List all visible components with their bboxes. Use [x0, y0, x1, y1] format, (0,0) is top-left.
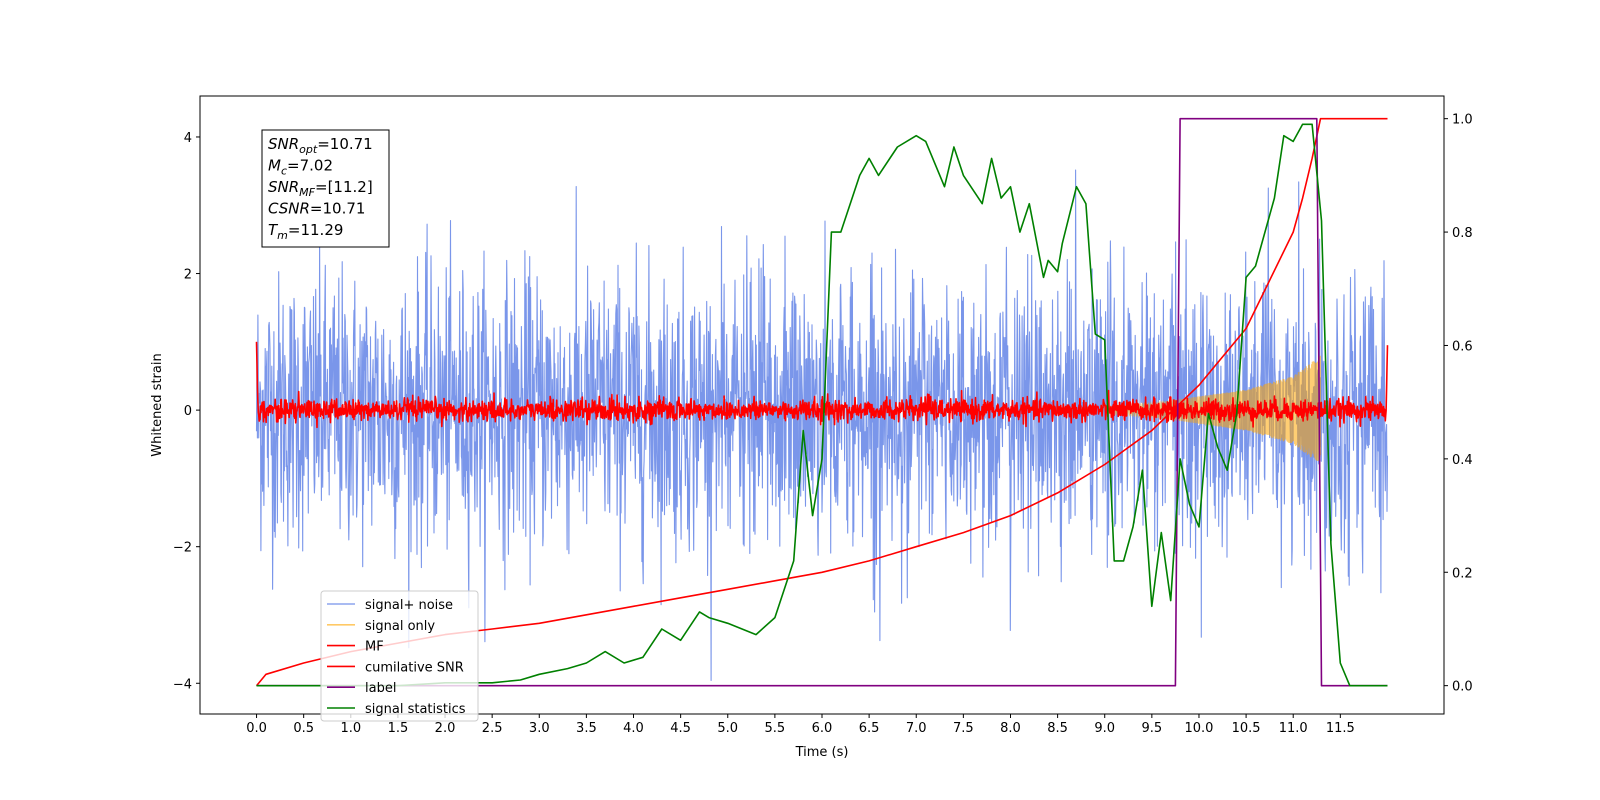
legend-label: MF	[365, 640, 384, 655]
x-tick-label: 9.5	[1142, 721, 1163, 736]
x-tick-label: 7.5	[953, 721, 974, 736]
legend-label: signal statistics	[365, 702, 466, 717]
y2-tick-label: 0.6	[1452, 339, 1473, 354]
x-tick-label: 4.5	[670, 721, 691, 736]
legend-label: cumilative SNR	[365, 660, 464, 675]
info-box-line: SNRMF=[11.2]	[268, 178, 373, 199]
y-tick-label: 4	[184, 131, 192, 146]
series-signal-noise	[255, 169, 1389, 682]
info-box: SNRopt=10.71Mc=7.02SNRMF=[11.2]CSNR=10.7…	[261, 129, 390, 248]
x-tick-label: 11.5	[1326, 721, 1355, 736]
x-tick-label: 11.0	[1279, 721, 1308, 736]
x-tick-label: 3.5	[576, 721, 597, 736]
y2-tick-label: 0.0	[1452, 680, 1473, 695]
x-tick-label: 0.5	[293, 721, 314, 736]
info-box-line: SNRopt=10.71	[268, 135, 373, 156]
series-label	[256, 117, 1388, 687]
x-tick-label: 6.0	[812, 721, 833, 736]
info-box-frame	[261, 129, 390, 248]
x-tick-label: 10.5	[1232, 721, 1261, 736]
x-tick-label: 1.5	[388, 721, 409, 736]
y2-tick-label: 0.4	[1452, 453, 1473, 468]
x-tick-label: 10.0	[1184, 721, 1213, 736]
x-tick-label: 0.0	[246, 721, 267, 736]
y2-tick-label: 1.0	[1452, 113, 1473, 128]
x-tick-label: 5.5	[765, 721, 786, 736]
y-tick-label: −4	[173, 677, 192, 692]
y-axis-ticks: −4 −2 0 2 4	[173, 131, 200, 692]
y2-axis-ticks: 0.0 0.2 0.4 0.6 0.8 1.0	[1444, 113, 1473, 695]
x-tick-label: 8.0	[1000, 721, 1021, 736]
x-tick-label: 1.0	[340, 721, 361, 736]
x-tick-label: 8.5	[1047, 721, 1068, 736]
info-box-line: Mc=7.02	[268, 157, 333, 178]
y2-tick-label: 0.2	[1452, 566, 1473, 581]
x-axis-ticks: 0.0 0.5 1.0 1.5 2.0 2.5 3.0 3.5 4.0 4.5 5.0 5.5 6.0 6…	[246, 714, 1355, 736]
y-axis-label: Whitened strain	[150, 353, 165, 456]
x-tick-label: 2.5	[482, 721, 503, 736]
legend-label: signal+ noise	[365, 598, 453, 613]
y-tick-label: 2	[184, 268, 192, 283]
x-tick-label: 3.0	[529, 721, 550, 736]
legend: signal+ noise signal only MF cumilative SNR…	[320, 590, 479, 722]
x-tick-label: 2.0	[435, 721, 456, 736]
series-mf	[255, 341, 1389, 429]
y-tick-label: 0	[184, 404, 192, 419]
x-tick-label: 4.0	[623, 721, 644, 736]
x-axis-label: Time (s)	[795, 745, 849, 760]
info-box-line: Tm=11.29	[268, 221, 343, 242]
legend-label: signal only	[365, 619, 435, 634]
y2-tick-label: 0.8	[1452, 226, 1473, 241]
x-tick-label: 5.0	[717, 721, 738, 736]
series-signal-statistics	[256, 123, 1388, 687]
info-box-line: CSNR=10.71	[268, 200, 365, 218]
x-tick-label: 6.5	[859, 721, 880, 736]
legend-label: label	[365, 681, 396, 696]
x-tick-label: 7.0	[906, 721, 927, 736]
legend-frame	[320, 590, 479, 722]
x-tick-label: 9.0	[1094, 721, 1115, 736]
y-tick-label: −2	[173, 541, 192, 556]
